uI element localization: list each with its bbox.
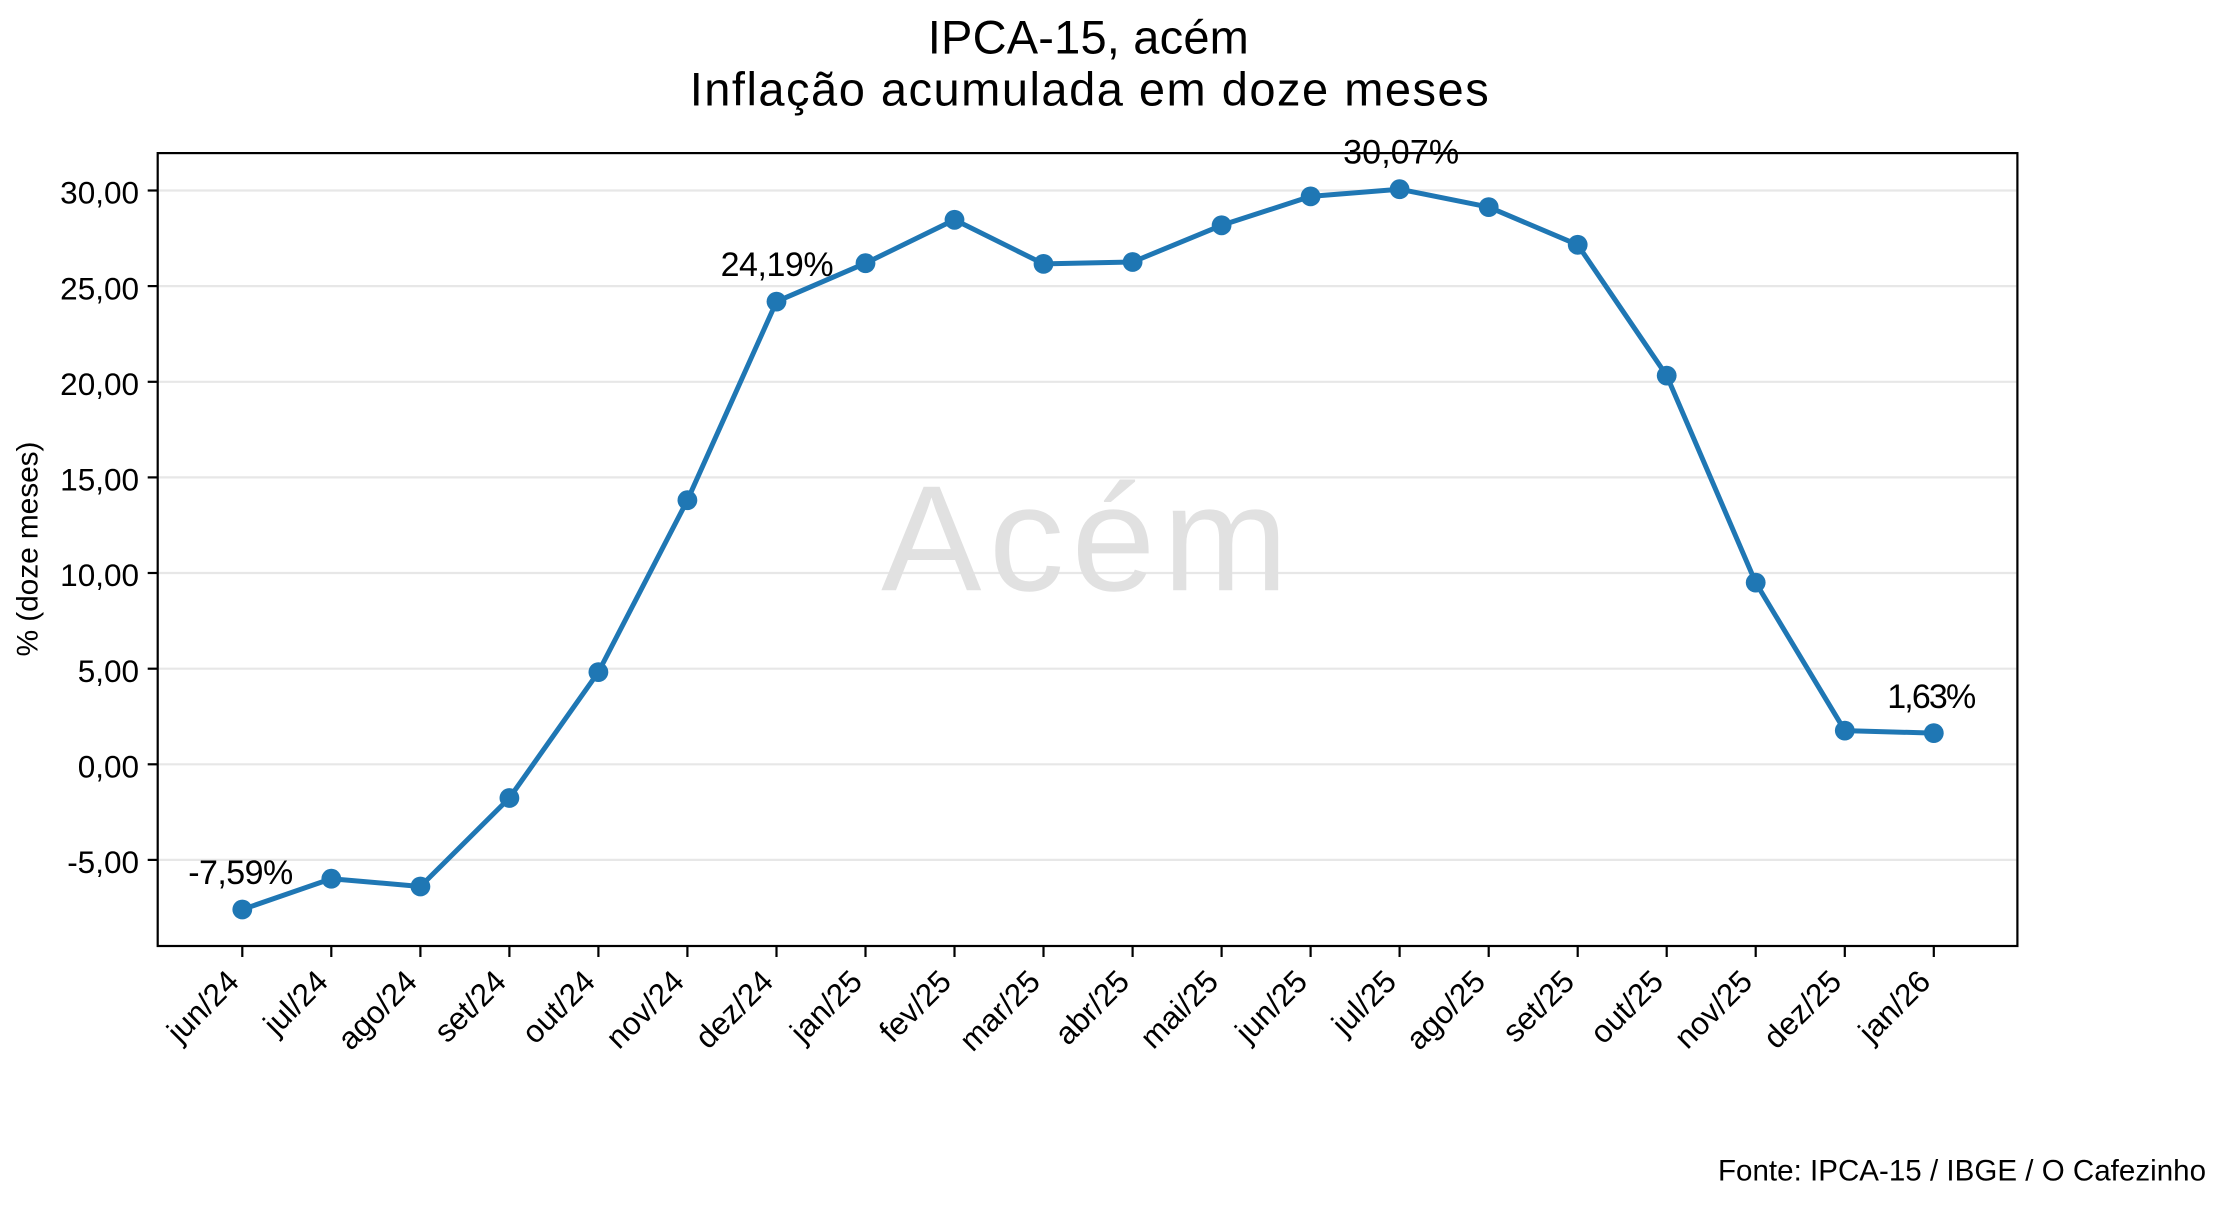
svg-text:24,19%: 24,19% (721, 246, 834, 284)
svg-text:-5,00: -5,00 (67, 844, 139, 880)
svg-text:5,00: 5,00 (78, 653, 139, 689)
svg-text:10,00: 10,00 (60, 557, 139, 593)
svg-text:IPCA-15, acém: IPCA-15, acém (928, 10, 1249, 63)
svg-text:Fonte: IPCA-15 / IBGE / O Cafe: Fonte: IPCA-15 / IBGE / O Cafezinho (1718, 1154, 2206, 1187)
svg-text:% (doze meses): % (doze meses) (12, 442, 45, 657)
svg-text:-7,59%: -7,59% (188, 854, 293, 892)
svg-text:30,07%: 30,07% (1343, 134, 1459, 172)
svg-text:25,00: 25,00 (60, 270, 139, 306)
svg-text:1,63%: 1,63% (1887, 678, 1976, 716)
svg-text:Acém: Acém (881, 454, 1288, 622)
svg-text:30,00: 30,00 (60, 175, 139, 211)
svg-text:Inflação acumulada em doze mes: Inflação acumulada em doze meses (690, 62, 1489, 115)
svg-text:0,00: 0,00 (78, 749, 139, 785)
svg-text:15,00: 15,00 (60, 462, 139, 498)
svg-text:20,00: 20,00 (60, 366, 139, 402)
